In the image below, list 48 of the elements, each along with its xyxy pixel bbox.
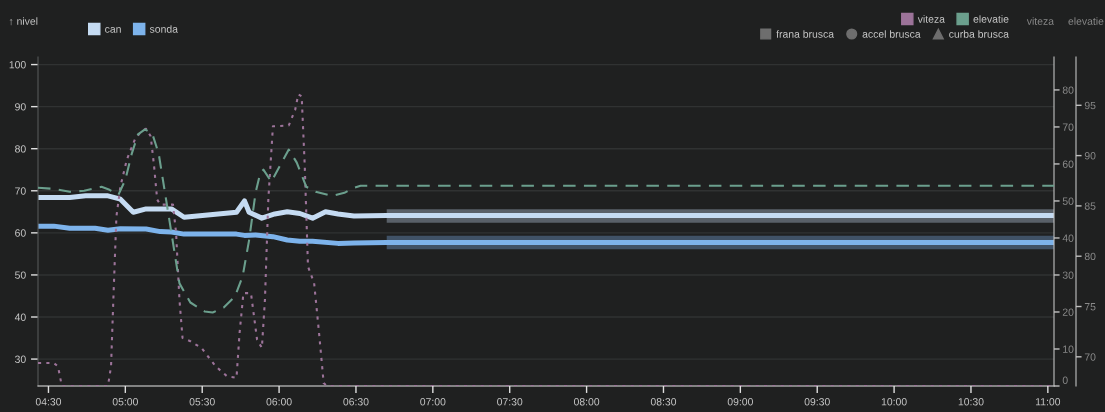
- x-tick-label: 09:00: [727, 398, 753, 406]
- x-tick-label: 10:00: [881, 398, 907, 406]
- y2-tick-label: 80: [1062, 86, 1074, 94]
- y3-axis-title: elevatie: [1068, 17, 1104, 25]
- legend-label: frana brusca: [776, 30, 835, 38]
- legend-label: accel brusca: [862, 30, 921, 38]
- legend-label: sonda: [149, 25, 178, 33]
- legend-label: elevatie: [973, 15, 1009, 23]
- y-tick-label: 100: [9, 61, 26, 69]
- y2-tick-label: 10: [1063, 345, 1074, 353]
- y-tick-label: 60: [15, 229, 26, 237]
- y3-tick-label: 95: [1084, 101, 1096, 110]
- y2-tick-label: 50: [1062, 197, 1074, 205]
- line-series: [38, 128, 1054, 314]
- y-tick-label: 70: [15, 187, 26, 195]
- legend-label: curba brusca: [949, 30, 1009, 38]
- x-tick-label: 11:00: [1036, 398, 1061, 406]
- y2-tick-label: 0: [1062, 376, 1068, 384]
- y2-tick-label: 30: [1062, 271, 1074, 279]
- legend-label: can: [105, 27, 121, 33]
- y-tick-label: 30: [15, 355, 26, 363]
- y3-tick-label: 90: [1084, 152, 1096, 160]
- x-tick-label: 05:30: [189, 398, 215, 406]
- y3-tick-label: 70: [1084, 353, 1096, 361]
- x-tick-label: 05:00: [112, 398, 138, 406]
- y-tick-label: 80: [15, 145, 26, 153]
- x-tick-label: 06:30: [343, 398, 369, 406]
- y2-tick-label: 40: [1062, 234, 1074, 242]
- x-tick-label: 08:00: [573, 398, 600, 406]
- y2-tick-label: 70: [1062, 123, 1074, 131]
- y-tick-label: 50: [15, 271, 26, 279]
- x-tick-label: 08:30: [650, 398, 677, 406]
- x-tick-label: 06:00: [266, 398, 292, 406]
- x-tick-label: 04:30: [35, 398, 62, 406]
- y3-tick-label: 75: [1084, 303, 1096, 311]
- y3-tick-label: 80: [1084, 252, 1096, 261]
- x-tick-label: 07:30: [497, 398, 523, 406]
- y-tick-label: 40: [14, 313, 26, 321]
- y-axis-title: ↑ nivel: [9, 17, 38, 26]
- y2-axis-title: viteza: [1026, 17, 1054, 25]
- x-tick-label: 07:00: [420, 398, 446, 406]
- y2-tick-label: 20: [1062, 308, 1074, 316]
- x-tick-label: 10:30: [958, 398, 984, 406]
- y3-tick-label: 85: [1084, 202, 1096, 210]
- x-tick-label: 09:30: [804, 398, 830, 406]
- y-tick-label: 90: [15, 103, 26, 111]
- y2-tick-label: 60: [1062, 160, 1074, 168]
- legend-label: viteza: [917, 15, 945, 23]
